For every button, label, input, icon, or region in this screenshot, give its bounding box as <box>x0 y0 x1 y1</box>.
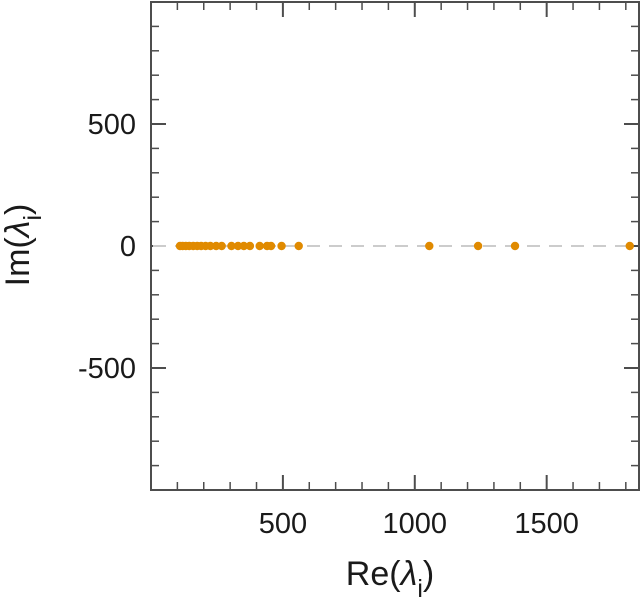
y-tick-label: 0 <box>120 231 136 263</box>
data-point <box>277 241 286 251</box>
data-point <box>217 241 226 251</box>
y-axis-label-prefix: Im( <box>0 237 37 287</box>
y-axis-label-subscript: i <box>19 215 47 221</box>
x-axis-label-symbol: λ <box>399 555 418 593</box>
x-axis-label-subscript: i <box>417 575 423 600</box>
x-axis-label-prefix: Re( <box>346 555 401 593</box>
data-point <box>510 241 520 251</box>
data-point <box>425 241 434 251</box>
data-point <box>239 241 249 251</box>
x-axis-label: Re(λi) <box>346 555 434 600</box>
tick-labels: 500 1000 1500 500 0 -500 <box>78 109 579 540</box>
minor-ticks <box>151 2 639 490</box>
y-tick-label: 500 <box>88 109 136 141</box>
data-point <box>245 241 255 251</box>
data-point <box>206 241 215 251</box>
x-tick-label: 1500 <box>514 508 579 540</box>
y-tick-label: -500 <box>78 353 136 385</box>
data-point <box>266 241 276 251</box>
y-axis-label-suffix: ) <box>0 204 37 215</box>
y-axis-label-symbol: λ <box>0 221 37 240</box>
data-point <box>233 241 243 251</box>
data-point <box>255 241 264 251</box>
y-axis-label: Im(λi) <box>0 204 47 287</box>
x-tick-label: 500 <box>259 508 307 540</box>
x-tick-label: 1000 <box>383 508 448 540</box>
data-point <box>227 241 236 251</box>
data-point <box>625 241 634 251</box>
data-point <box>294 241 303 251</box>
data-point <box>473 241 483 251</box>
data-points <box>175 241 634 251</box>
x-axis-label-suffix: ) <box>423 555 434 593</box>
plot-frame <box>150 1 640 491</box>
